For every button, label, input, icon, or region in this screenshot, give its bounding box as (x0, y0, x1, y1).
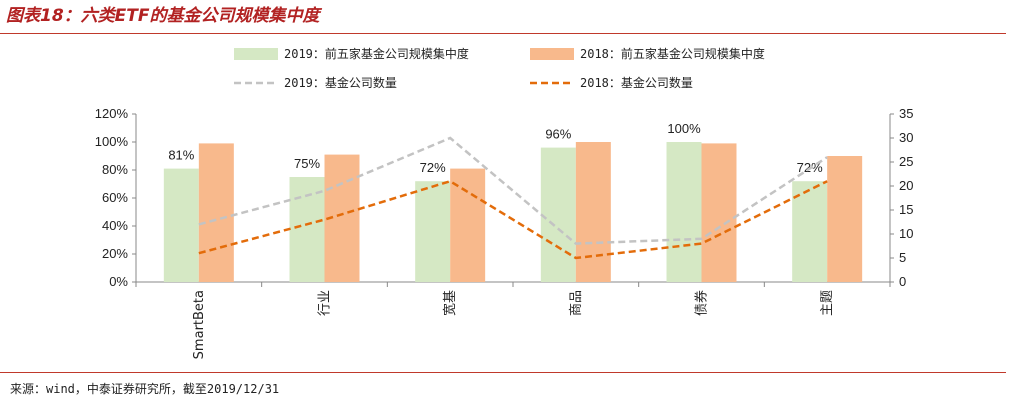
left-tick-label: 120% (95, 106, 129, 121)
bar-2018 (575, 142, 611, 282)
left-tick-label: 80% (102, 162, 128, 177)
category-label: 商品 (569, 290, 584, 316)
bar-2019 (415, 181, 451, 282)
left-tick-label: 60% (102, 190, 128, 205)
legend-label: 2018：前五家基金公司规模集中度 (580, 46, 765, 61)
bar-2018 (450, 168, 486, 282)
chart-title: 图表18：六类ETF的基金公司规模集中度 (6, 6, 320, 26)
category-label: 主题 (820, 290, 835, 316)
left-tick-label: 40% (102, 218, 128, 233)
left-tick-label: 20% (102, 246, 128, 261)
bottom-divider (0, 372, 1006, 373)
right-tick-label: 5 (899, 250, 906, 265)
right-tick-label: 15 (899, 202, 913, 217)
right-tick-label: 0 (899, 274, 906, 289)
bar-2018 (198, 143, 234, 282)
bar-2018 (827, 156, 863, 282)
right-tick-label: 30 (899, 130, 913, 145)
bar-2018 (701, 143, 737, 282)
right-tick-label: 35 (899, 106, 913, 121)
data-label: 100% (667, 121, 701, 136)
right-tick-label: 25 (899, 154, 913, 169)
bar-2019 (540, 147, 576, 282)
bar-2019 (792, 181, 828, 282)
data-label: 96% (545, 127, 571, 142)
legend-label: 2018：基金公司数量 (580, 75, 693, 90)
top-divider (0, 33, 1006, 34)
legend-swatch (530, 48, 574, 60)
right-tick-label: 10 (899, 226, 913, 241)
bar-2019 (163, 168, 199, 282)
category-label: 行业 (318, 290, 333, 316)
data-label: 72% (420, 160, 446, 175)
left-tick-label: 100% (95, 134, 129, 149)
left-tick-label: 0% (109, 274, 128, 289)
legend-label: 2019：前五家基金公司规模集中度 (284, 46, 469, 61)
bar-2019 (666, 142, 702, 282)
data-label: 75% (294, 156, 320, 171)
source-note: 来源：wind，中泰证券研究所，截至2019/12/31 (10, 382, 280, 396)
chart: 0% 20% 40% 60% 80% 100% 120% 0 5 10 15 20 25 30 35 Smar… (95, 46, 914, 359)
line-2018-count (198, 179, 828, 260)
category-label: SmartBeta (192, 290, 207, 359)
legend-label: 2019：基金公司数量 (284, 75, 397, 90)
category-label: 债券 (694, 290, 710, 316)
data-label: 81% (168, 148, 194, 163)
legend-swatch (234, 48, 278, 60)
category-label: 宽基 (442, 290, 458, 316)
right-tick-label: 20 (899, 178, 913, 193)
